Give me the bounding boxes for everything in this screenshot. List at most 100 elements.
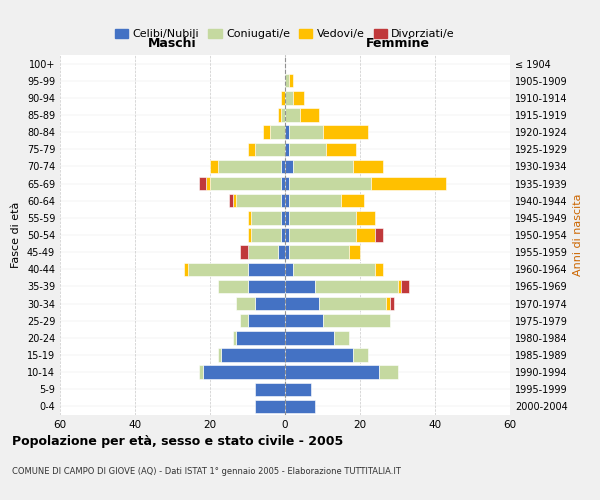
- Bar: [289, 74, 293, 88]
- Bar: [281, 160, 285, 173]
- Y-axis label: Fasce di età: Fasce di età: [11, 202, 21, 268]
- Bar: [236, 194, 281, 207]
- Bar: [285, 228, 289, 241]
- Bar: [210, 177, 281, 190]
- Bar: [289, 142, 326, 156]
- Bar: [285, 126, 289, 139]
- Bar: [289, 228, 356, 241]
- Bar: [285, 142, 289, 156]
- Bar: [251, 211, 281, 224]
- Bar: [248, 246, 277, 259]
- Bar: [285, 314, 323, 328]
- Bar: [255, 400, 285, 413]
- Bar: [356, 228, 375, 241]
- Bar: [285, 74, 289, 88]
- Text: Maschi: Maschi: [148, 37, 197, 50]
- Bar: [293, 262, 375, 276]
- Bar: [206, 177, 210, 190]
- Bar: [251, 228, 281, 241]
- Bar: [289, 246, 349, 259]
- Bar: [203, 366, 285, 379]
- Bar: [293, 160, 353, 173]
- Bar: [341, 194, 364, 207]
- Bar: [248, 262, 285, 276]
- Bar: [218, 160, 281, 173]
- Bar: [379, 366, 398, 379]
- Bar: [375, 228, 383, 241]
- Bar: [240, 246, 248, 259]
- Bar: [221, 348, 285, 362]
- Bar: [184, 262, 187, 276]
- Bar: [289, 194, 341, 207]
- Bar: [356, 211, 375, 224]
- Bar: [210, 160, 218, 173]
- Y-axis label: Anni di nascita: Anni di nascita: [573, 194, 583, 276]
- Bar: [255, 382, 285, 396]
- Bar: [199, 366, 203, 379]
- Bar: [285, 366, 379, 379]
- Bar: [315, 280, 398, 293]
- Bar: [233, 194, 236, 207]
- Text: COMUNE DI CAMPO DI GIOVE (AQ) - Dati ISTAT 1° gennaio 2005 - Elaborazione TUTTIT: COMUNE DI CAMPO DI GIOVE (AQ) - Dati IST…: [12, 468, 401, 476]
- Bar: [285, 108, 300, 122]
- Bar: [255, 142, 285, 156]
- Bar: [263, 126, 270, 139]
- Bar: [187, 262, 248, 276]
- Bar: [281, 177, 285, 190]
- Bar: [285, 160, 293, 173]
- Bar: [401, 280, 409, 293]
- Bar: [277, 246, 285, 259]
- Bar: [281, 194, 285, 207]
- Bar: [289, 211, 356, 224]
- Bar: [386, 297, 390, 310]
- Bar: [353, 348, 367, 362]
- Bar: [285, 348, 353, 362]
- Bar: [233, 331, 236, 344]
- Bar: [285, 280, 315, 293]
- Bar: [281, 108, 285, 122]
- Bar: [285, 400, 315, 413]
- Bar: [289, 126, 323, 139]
- Bar: [277, 108, 281, 122]
- Bar: [371, 177, 446, 190]
- Bar: [289, 177, 371, 190]
- Bar: [375, 262, 383, 276]
- Bar: [300, 108, 319, 122]
- Bar: [218, 280, 248, 293]
- Bar: [285, 246, 289, 259]
- Bar: [236, 297, 255, 310]
- Bar: [285, 297, 319, 310]
- Bar: [285, 382, 311, 396]
- Bar: [240, 314, 248, 328]
- Bar: [285, 91, 293, 104]
- Bar: [270, 126, 285, 139]
- Bar: [349, 246, 360, 259]
- Legend: Celibi/Nubili, Coniugati/e, Vedovi/e, Divorziati/e: Celibi/Nubili, Coniugati/e, Vedovi/e, Di…: [110, 24, 460, 44]
- Bar: [323, 314, 390, 328]
- Bar: [326, 142, 356, 156]
- Bar: [281, 91, 285, 104]
- Bar: [236, 331, 285, 344]
- Bar: [334, 331, 349, 344]
- Bar: [285, 211, 289, 224]
- Bar: [293, 91, 304, 104]
- Bar: [285, 194, 289, 207]
- Bar: [281, 211, 285, 224]
- Text: Femmine: Femmine: [365, 37, 430, 50]
- Bar: [248, 314, 285, 328]
- Bar: [353, 160, 383, 173]
- Bar: [199, 177, 206, 190]
- Bar: [218, 348, 221, 362]
- Bar: [398, 280, 401, 293]
- Bar: [281, 228, 285, 241]
- Bar: [323, 126, 367, 139]
- Bar: [248, 142, 255, 156]
- Bar: [319, 297, 386, 310]
- Bar: [285, 331, 334, 344]
- Bar: [248, 228, 251, 241]
- Text: Popolazione per età, sesso e stato civile - 2005: Popolazione per età, sesso e stato civil…: [12, 435, 343, 448]
- Bar: [248, 211, 251, 224]
- Bar: [390, 297, 394, 310]
- Bar: [255, 297, 285, 310]
- Bar: [285, 262, 293, 276]
